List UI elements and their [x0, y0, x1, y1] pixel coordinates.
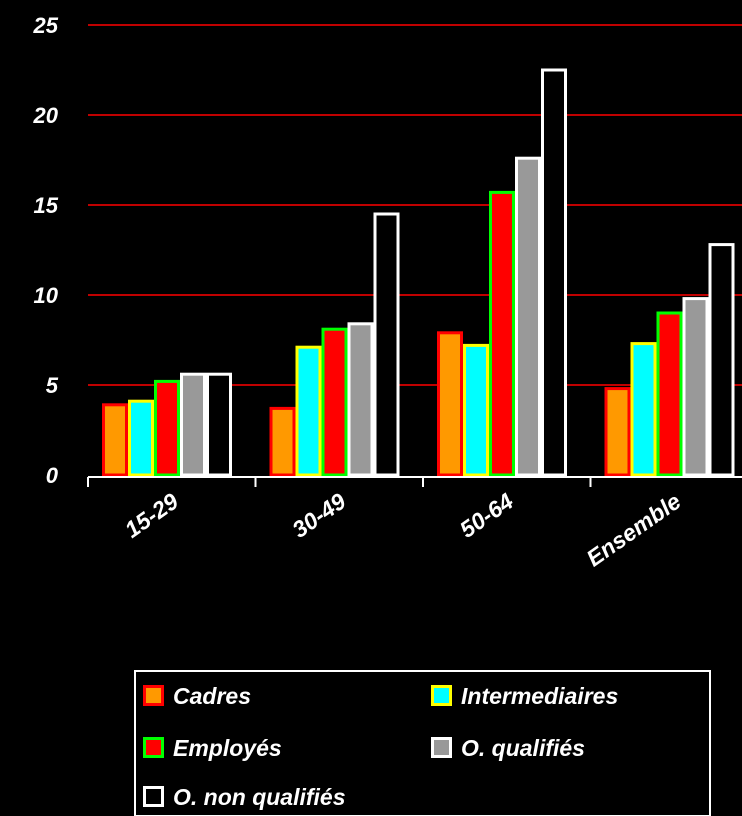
legend: Cadres Intermediaires Employés O. qualifiés… [134, 670, 711, 816]
legend-label: Employés [173, 735, 282, 761]
legend-label: Cadres [173, 683, 251, 709]
legend-label: O. qualifiés [461, 735, 585, 761]
bar-o-non-qualifi-s-50-64 [541, 68, 567, 477]
bar-intermediaires-50-64 [463, 343, 489, 477]
gridlines [88, 24, 742, 386]
legend-swatch [143, 737, 164, 758]
bar-o-non-qualifi-s-ensemble [708, 243, 735, 477]
bar-cadres-ensemble [604, 387, 631, 477]
bar-employ-s-50-64 [489, 190, 515, 477]
bar-cadres-15-29 [102, 403, 128, 477]
legend-swatch [143, 685, 164, 706]
y-tick-label: 15 [34, 193, 59, 218]
legend-label: Intermediaires [461, 683, 618, 709]
y-tick-label: 10 [34, 283, 59, 308]
x-category-label: 15-29 [120, 488, 183, 543]
bar-o-qualifi-s-ensemble [682, 297, 709, 477]
bar-o-non-qualifi-s-15-29 [206, 372, 232, 477]
y-tick-label: 25 [33, 13, 59, 38]
bars [102, 68, 735, 477]
bar-employ-s-15-29 [154, 379, 180, 477]
legend-label: O. non qualifiés [173, 784, 346, 810]
x-axis: 15-29 30-49 50-64 Ensemble [87, 476, 742, 572]
y-tick-label: 20 [33, 103, 59, 128]
bar-o-non-qualifi-s-30-49 [373, 212, 400, 477]
bar-o-qualifi-s-50-64 [515, 156, 541, 477]
legend-swatch [143, 786, 164, 807]
x-category-label: 30-49 [287, 488, 350, 543]
legend-box [134, 670, 711, 816]
legend-swatch [431, 685, 452, 706]
bar-intermediaires-30-49 [295, 345, 322, 477]
bar-employ-s-30-49 [321, 327, 348, 477]
bar-o-qualifi-s-15-29 [180, 372, 206, 477]
bar-intermediaires-15-29 [128, 399, 154, 477]
bar-cadres-30-49 [269, 406, 296, 477]
y-tick-label: 5 [46, 373, 59, 398]
y-tick-label: 0 [46, 463, 59, 488]
legend-swatch [431, 737, 452, 758]
bar-employ-s-ensemble [656, 311, 683, 477]
y-axis-ticks: 0 5 10 15 20 25 [33, 13, 59, 488]
bar-cadres-50-64 [437, 331, 463, 477]
bar-intermediaires-ensemble [630, 342, 657, 477]
x-category-label: Ensemble [582, 488, 686, 572]
bar-o-qualifi-s-30-49 [347, 322, 374, 477]
x-category-label: 50-64 [455, 488, 518, 543]
